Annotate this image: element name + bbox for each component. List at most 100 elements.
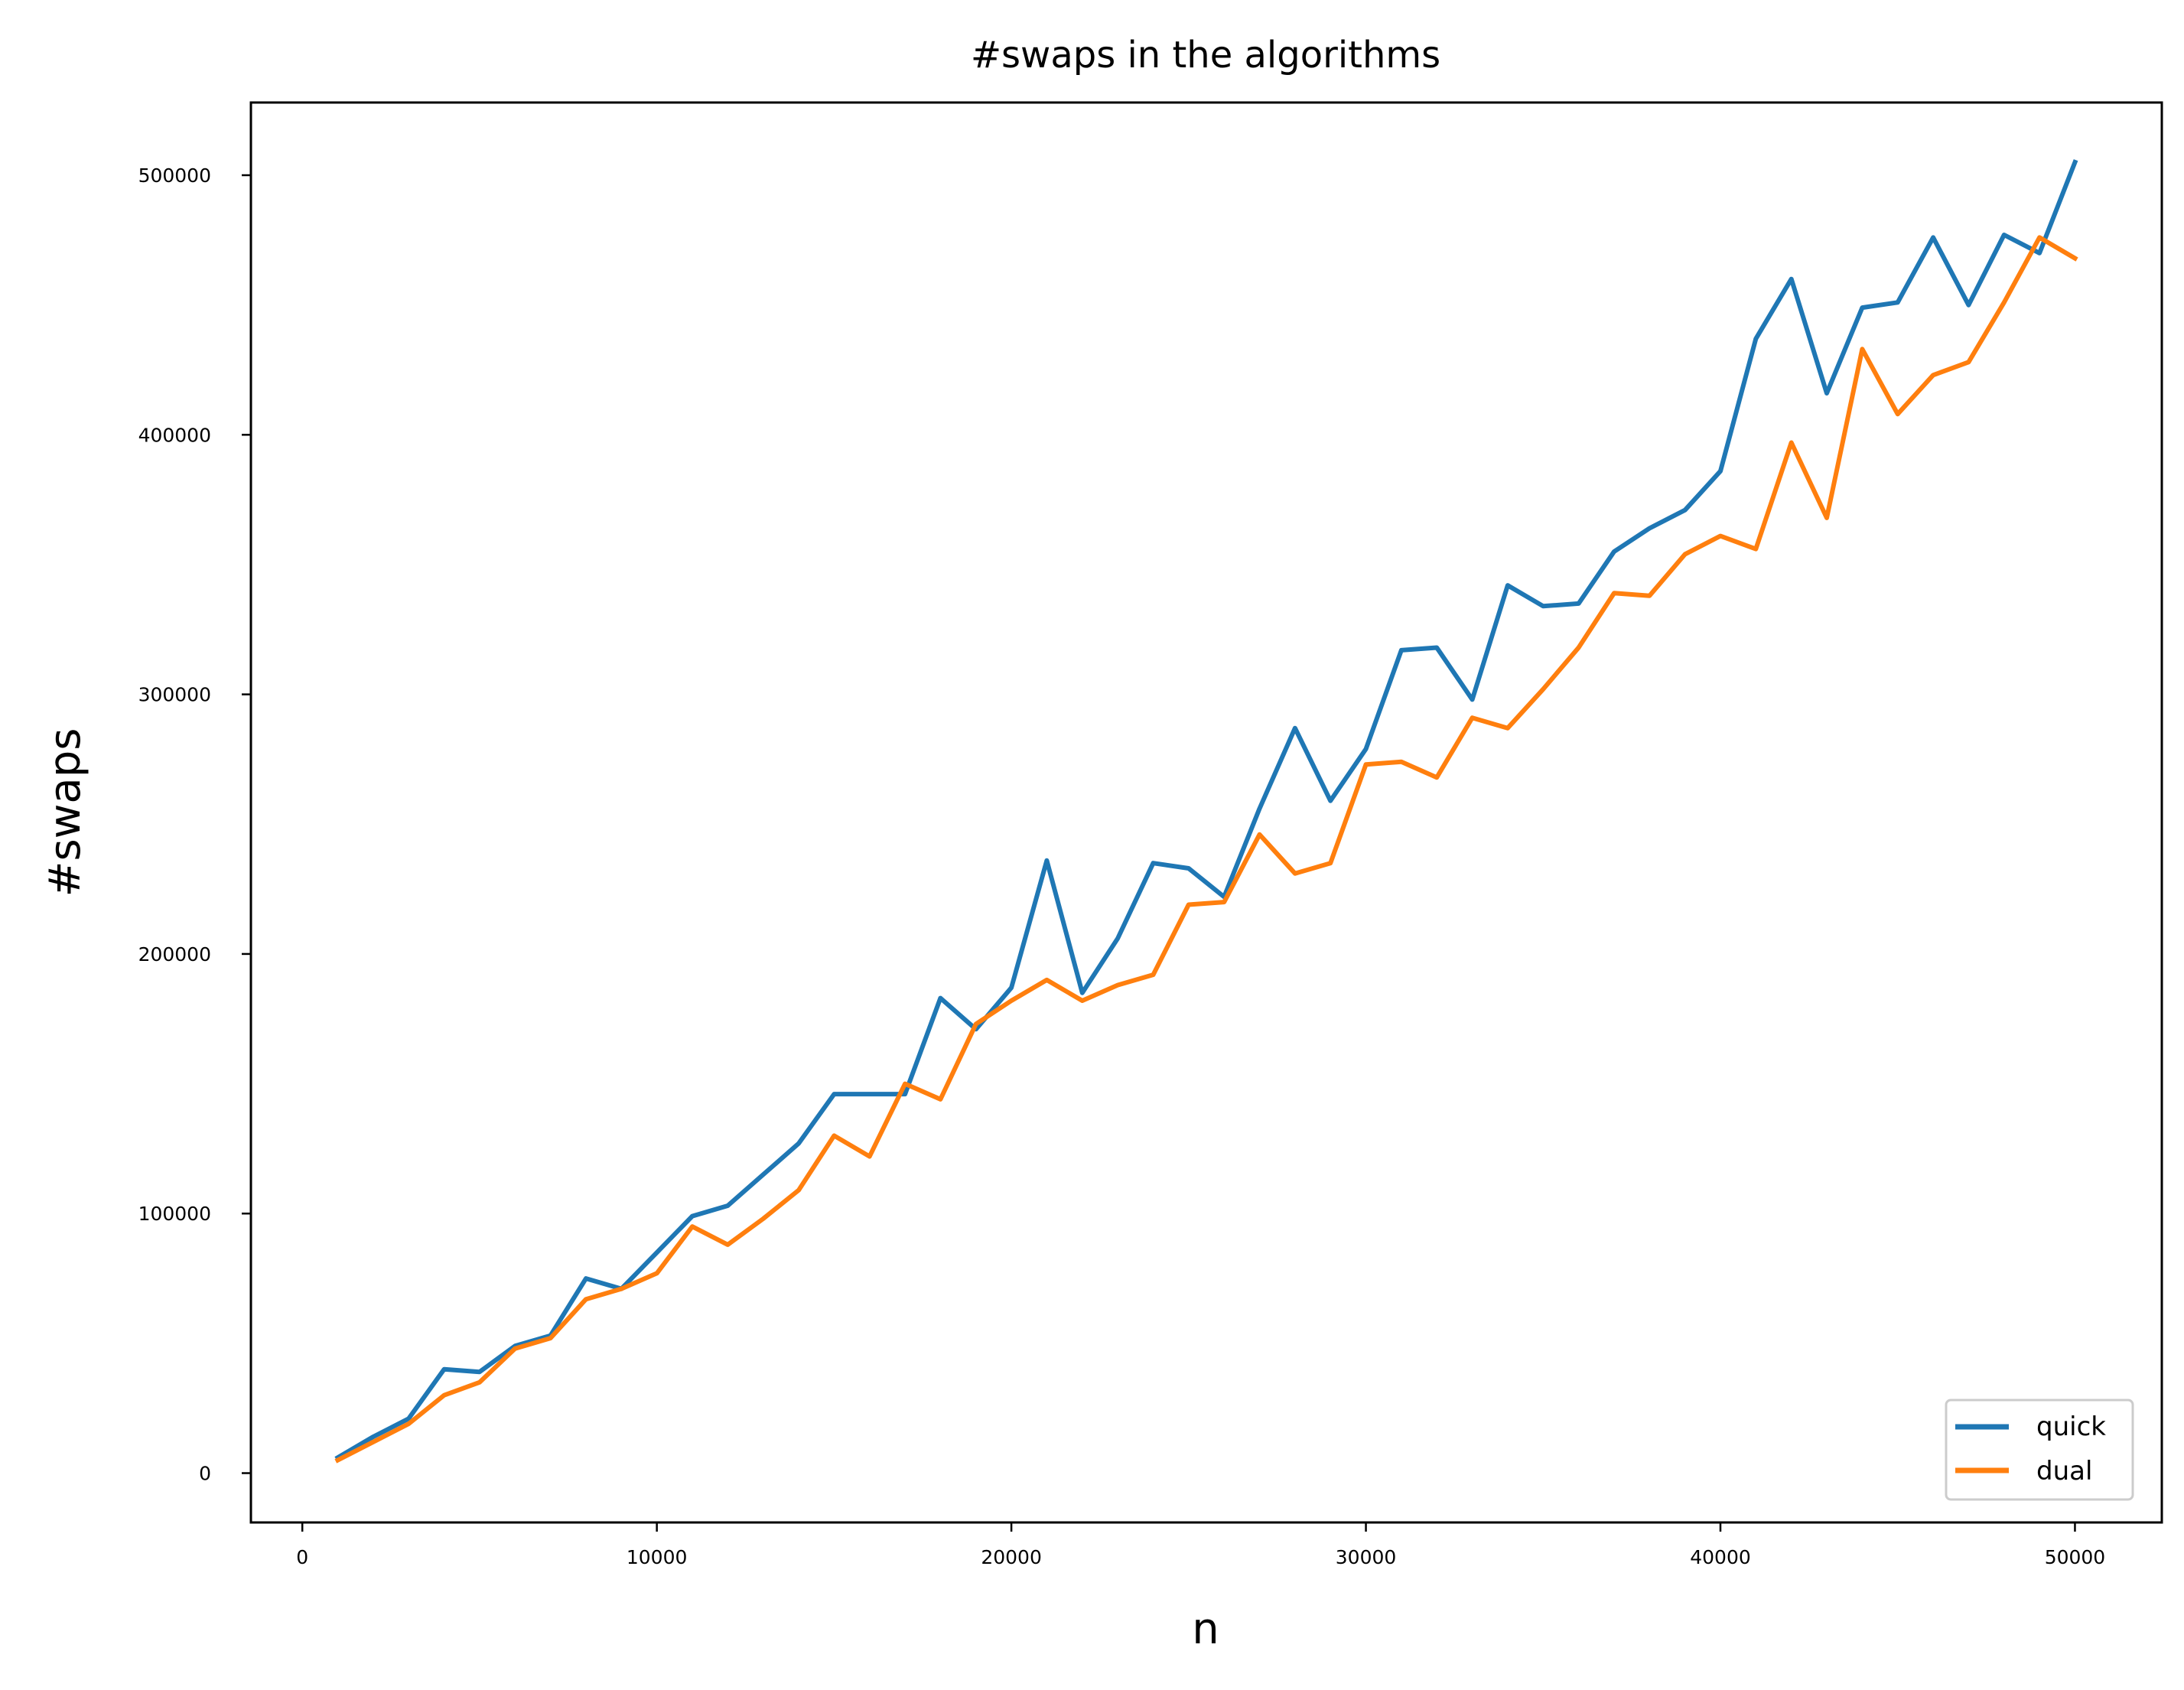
y-tick-label: 500000 (138, 164, 211, 187)
data-point-dual (1399, 760, 1404, 764)
y-axis-label: #swaps (41, 728, 90, 897)
data-point-dual (690, 1224, 695, 1229)
data-point-quick (867, 1092, 872, 1096)
x-tick-label: 0 (296, 1546, 308, 1568)
data-point-dual (1683, 552, 1688, 556)
data-point-quick (903, 1092, 907, 1096)
data-point-dual (2037, 235, 2042, 239)
data-point-dual (371, 1440, 376, 1444)
data-point-quick (1505, 583, 1510, 588)
y-tick-label: 100000 (138, 1203, 211, 1225)
data-point-dual (655, 1271, 659, 1275)
data-point-quick (1753, 337, 1758, 341)
data-point-dual (1293, 871, 1297, 876)
data-point-quick (1931, 235, 1935, 239)
data-point-dual (1222, 900, 1226, 904)
data-point-dual (1896, 412, 1900, 416)
data-point-dual (725, 1242, 730, 1247)
x-tick-label: 30000 (1336, 1546, 1397, 1568)
y-tick-label: 400000 (138, 424, 211, 446)
data-point-dual (761, 1216, 766, 1221)
data-point-dual (796, 1188, 801, 1193)
data-point-quick (938, 996, 942, 1001)
data-point-quick (1115, 936, 1120, 941)
data-point-quick (1789, 277, 1794, 282)
data-point-dual (584, 1297, 588, 1301)
x-tick-label: 40000 (1690, 1546, 1751, 1568)
data-point-quick (1683, 508, 1688, 513)
data-point-dual (867, 1154, 872, 1159)
data-point-dual (1824, 516, 1829, 520)
data-point-quick (1399, 648, 1404, 653)
data-point-dual (1364, 762, 1369, 767)
data-point-dual (336, 1458, 340, 1463)
data-point-quick (725, 1203, 730, 1208)
data-point-quick (1328, 799, 1333, 803)
data-point-quick (1080, 991, 1085, 995)
x-axis-ticks: 0 10000 20000 30000 40000 50000 (296, 1522, 2105, 1568)
data-point-quick (1896, 300, 1900, 304)
y-tick-label: 300000 (138, 684, 211, 706)
data-point-dual (442, 1393, 447, 1398)
data-point-dual (1647, 594, 1652, 598)
series-line-quick (334, 159, 2078, 1461)
data-point-quick (2002, 233, 2007, 237)
plot-area (251, 103, 2162, 1522)
data-point-quick (832, 1092, 836, 1096)
data-point-dual (1080, 998, 1085, 1003)
data-point-quick (1186, 866, 1191, 871)
data-point-dual (2073, 256, 2078, 261)
data-point-quick (1293, 726, 1297, 731)
data-point-dual (1470, 715, 1475, 720)
data-point-quick (1151, 861, 1156, 865)
data-point-dual (1044, 978, 1049, 982)
data-point-dual (548, 1336, 553, 1340)
data-point-quick (1541, 604, 1545, 608)
y-axis-ticks: 0 100000 200000 300000 400000 500000 (138, 164, 251, 1485)
data-point-dual (1612, 591, 1616, 595)
series-layer (334, 159, 2078, 1464)
data-point-quick (1009, 985, 1014, 990)
data-point-dual (477, 1380, 482, 1385)
chart-title: #swaps in the algorithms (971, 34, 1440, 77)
data-point-quick (1966, 303, 1971, 308)
data-point-dual (938, 1097, 942, 1102)
data-point-quick (1824, 391, 1829, 396)
legend: quick dual (1945, 1399, 2134, 1501)
data-point-quick (1470, 697, 1475, 702)
data-point-dual (1966, 360, 1971, 364)
data-point-quick (690, 1214, 695, 1219)
x-tick-label: 50000 (2045, 1546, 2106, 1568)
data-point-quick (2073, 160, 2078, 164)
data-point-quick (1647, 526, 1652, 531)
data-point-dual (1009, 998, 1014, 1003)
data-point-dual (1328, 861, 1333, 865)
data-point-quick (1577, 601, 1581, 606)
y-tick-label: 0 (199, 1463, 211, 1485)
data-point-dual (1789, 441, 1794, 445)
data-point-dual (1860, 347, 1864, 351)
legend-label-quick: quick (2036, 1412, 2106, 1442)
data-point-dual (619, 1287, 623, 1291)
data-point-quick (1258, 806, 1262, 811)
data-point-dual (406, 1421, 411, 1426)
data-point-quick (1860, 305, 1864, 310)
data-point-dual (1931, 373, 1935, 377)
data-point-dual (832, 1133, 836, 1138)
data-point-dual (2002, 300, 2007, 304)
series-line-dual (334, 235, 2078, 1464)
data-point-quick (1718, 469, 1723, 474)
data-point-dual (903, 1082, 907, 1086)
legend-label-dual: dual (2036, 1456, 2092, 1486)
data-point-quick (655, 1250, 659, 1255)
data-point-quick (1044, 858, 1049, 863)
data-point-quick (1434, 646, 1439, 650)
data-point-quick (584, 1276, 588, 1281)
data-point-quick (796, 1141, 801, 1146)
data-point-dual (1718, 534, 1723, 539)
data-point-quick (442, 1367, 447, 1372)
x-axis-label: n (1192, 1604, 1219, 1654)
data-point-quick (371, 1434, 376, 1439)
data-point-dual (1753, 547, 1758, 552)
